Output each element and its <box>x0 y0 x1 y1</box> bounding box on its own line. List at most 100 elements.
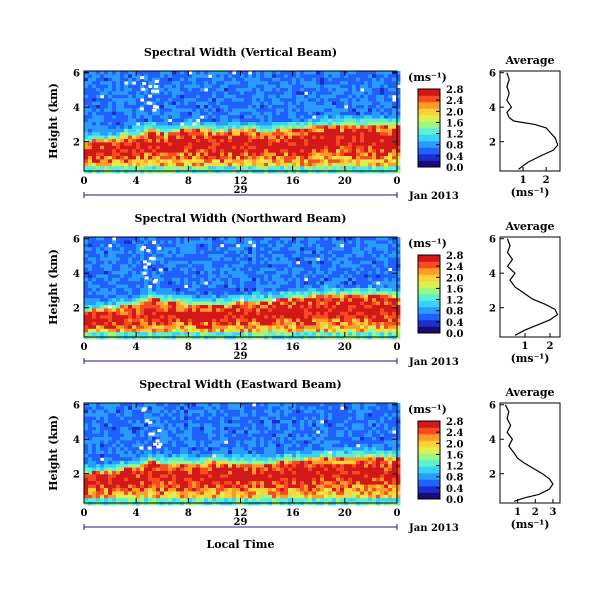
heatmap-cell <box>384 305 389 309</box>
heatmap-cell <box>292 152 297 157</box>
heatmap-cell <box>96 111 101 116</box>
heatmap-cell <box>220 71 225 75</box>
heatmap-cell <box>268 152 273 157</box>
heatmap-cell <box>344 162 349 167</box>
heatmap-cell <box>172 284 177 289</box>
heatmap-cell <box>284 281 289 285</box>
heatmap-cell <box>136 288 141 292</box>
heatmap-cell <box>148 277 153 282</box>
heatmap-cell <box>248 257 253 262</box>
heatmap-cell <box>200 149 205 153</box>
heatmap-cell <box>356 277 361 282</box>
heatmap-cell <box>288 91 293 96</box>
heatmap-cell <box>200 142 205 147</box>
heatmap-cell <box>256 139 261 143</box>
heatmap-cell <box>264 139 269 143</box>
heatmap-cell <box>312 162 317 167</box>
heatmap-cell <box>236 325 241 330</box>
heatmap-cell <box>344 291 349 296</box>
heatmap-cell <box>100 325 105 330</box>
heatmap-cell <box>268 332 273 336</box>
heatmap-cell <box>204 122 209 126</box>
heatmap-cell <box>324 281 329 285</box>
heatmap-cell <box>212 101 217 106</box>
heatmap-cell <box>392 243 397 248</box>
heatmap-cell <box>260 237 265 241</box>
heatmap-cell <box>360 156 365 160</box>
heatmap-cell <box>92 311 97 316</box>
heatmap-cell <box>260 281 265 285</box>
heatmap-cell <box>380 118 385 123</box>
average-frame <box>499 70 561 172</box>
heatmap-cell <box>324 122 329 126</box>
heatmap-cell <box>228 322 233 326</box>
heatmap-cell <box>120 88 125 92</box>
heatmap-cell <box>232 291 237 296</box>
heatmap-cell <box>148 322 153 326</box>
heatmap-cell <box>168 328 173 333</box>
heatmap-cell <box>148 267 153 272</box>
heatmap-cell <box>328 294 333 299</box>
heatmap-cell <box>120 135 125 140</box>
heatmap-cell <box>208 162 213 167</box>
heatmap-cell <box>140 94 145 99</box>
heatmap-cell <box>156 149 161 153</box>
heatmap-cell <box>340 315 345 319</box>
heatmap-cell <box>316 288 321 292</box>
heatmap-cell <box>232 125 237 130</box>
heatmap-cell <box>364 264 369 268</box>
heatmap-cell <box>276 159 281 164</box>
heatmap-cell <box>160 122 165 126</box>
heatmap-cell <box>92 277 97 282</box>
heatmap-cell <box>120 91 125 96</box>
heatmap-cell <box>384 288 389 292</box>
heatmap-cell <box>308 162 313 167</box>
heatmap-cell <box>232 318 237 323</box>
heatmap-cell <box>172 264 177 268</box>
heatmap-cell <box>260 94 265 99</box>
heatmap-cell <box>196 257 201 262</box>
heatmap-cell <box>368 159 373 164</box>
x-tick-label: 4 <box>133 176 140 187</box>
heatmap-cell <box>380 288 385 292</box>
heatmap-cell <box>208 88 213 92</box>
heatmap-cell <box>308 77 313 82</box>
heatmap-cell <box>228 115 233 119</box>
heatmap-cell <box>120 243 125 248</box>
heatmap-cell <box>164 267 169 272</box>
heatmap-cell <box>148 294 153 299</box>
heatmap-cell <box>264 308 269 313</box>
missing-data-cell <box>146 249 151 253</box>
heatmap-cell <box>220 152 225 157</box>
heatmap-cell <box>136 301 141 306</box>
heatmap-cell <box>328 240 333 245</box>
heatmap-cell <box>196 122 201 126</box>
heatmap-cell <box>84 311 89 316</box>
heatmap-cell <box>244 156 249 160</box>
heatmap-cell <box>284 257 289 262</box>
heatmap-cell <box>344 322 349 326</box>
heatmap-cell <box>228 328 233 333</box>
heatmap-cell <box>312 294 317 299</box>
heatmap-cell <box>260 108 265 113</box>
heatmap-cell <box>260 301 265 306</box>
heatmap-cell <box>344 267 349 272</box>
heatmap-cell <box>88 128 93 133</box>
heatmap-cell <box>128 152 133 157</box>
heatmap-cell <box>296 271 301 275</box>
heatmap-cell <box>304 101 309 106</box>
heatmap-cell <box>184 139 189 143</box>
heatmap-cell <box>240 71 245 75</box>
heatmap-cell <box>332 250 337 255</box>
heatmap-cell <box>392 311 397 316</box>
heatmap-cell <box>104 267 109 272</box>
heatmap-cell <box>356 108 361 113</box>
heatmap-cell <box>396 149 401 153</box>
heatmap-cell <box>144 74 149 79</box>
heatmap-cell <box>160 318 165 323</box>
heatmap-cell <box>112 325 117 330</box>
heatmap-cell <box>240 84 245 89</box>
heatmap-cell <box>276 162 281 167</box>
heatmap-cell <box>212 274 217 279</box>
heatmap-cell <box>288 101 293 106</box>
